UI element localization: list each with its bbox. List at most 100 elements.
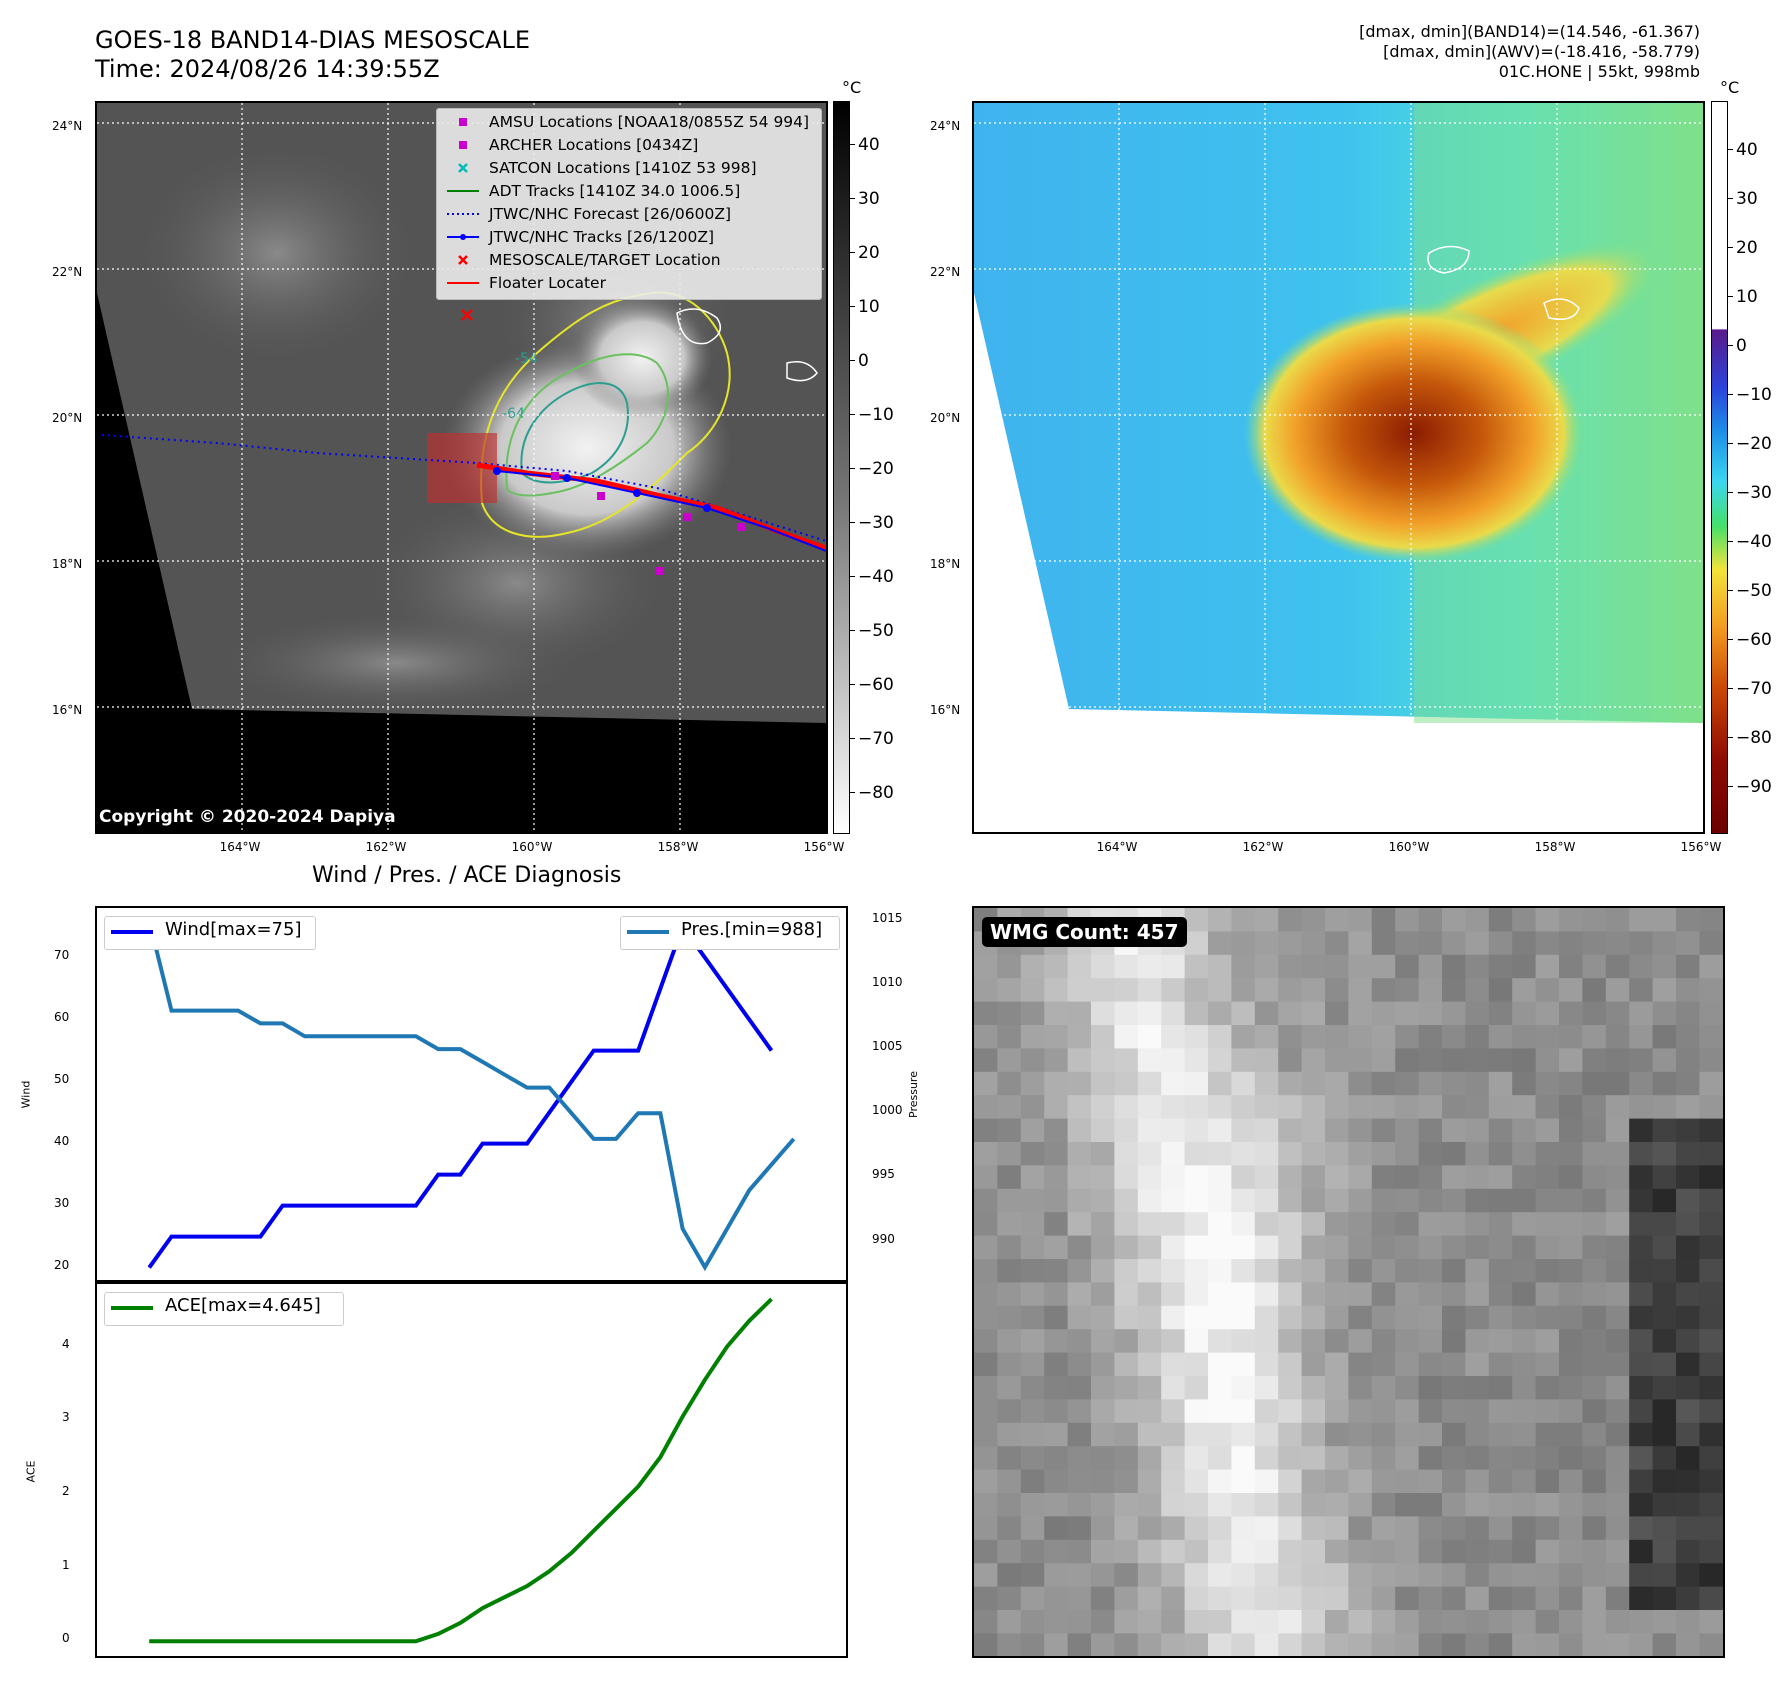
contour-label-54: -54: [515, 351, 538, 367]
pressure-tick-label: 990: [872, 1231, 895, 1246]
ir-colorbar-tick: 20: [850, 243, 880, 263]
title-line-2: Time: 2024/08/26 14:39:55Z: [95, 55, 440, 83]
pressure-axis-title: Pressure: [906, 1071, 920, 1118]
wind-pressure-chart: [95, 906, 848, 1282]
pressure-tick-label: 1005: [872, 1039, 903, 1054]
ir-colorbar-tick: 40: [850, 135, 880, 155]
awv-lat-label: 22°N: [930, 265, 961, 279]
awv-colorbar: [1711, 101, 1728, 834]
ir-lat-label: 16°N: [52, 703, 83, 717]
wind-series-line: [147, 922, 774, 1269]
awv-colorbar-unit: °C: [1720, 78, 1740, 97]
wind-legend: Wind[max=75]: [104, 916, 316, 950]
pressure-legend: Pres.[min=988]: [620, 916, 840, 950]
ace-legend-label: ACE[max=4.645]: [165, 1295, 321, 1316]
ir-lon-label: 158°W: [657, 840, 699, 854]
awv-lon-label: 156°W: [1680, 840, 1722, 854]
awv-lat-label: 16°N: [930, 703, 961, 717]
awv-lat-label: 18°N: [930, 557, 961, 571]
ace-legend-line: [111, 1306, 153, 1310]
awv-colorbar-tick: −10: [1728, 385, 1772, 405]
title-line-1: GOES-18 BAND14-DIAS MESOSCALE: [95, 26, 531, 54]
contour-label-64: -64: [502, 406, 525, 422]
diagnosis-title: Wind / Pres. / ACE Diagnosis: [312, 863, 622, 888]
pressure-series-line: [147, 920, 796, 1272]
ir-lon-label: 160°W: [511, 840, 553, 854]
awv-colorbar-tick: −30: [1728, 483, 1772, 503]
ir-colorbar-tick: 10: [850, 297, 880, 317]
awv-colorbar-tick: −60: [1728, 630, 1772, 650]
wind-axis-title: Wind: [19, 1080, 33, 1109]
stat-line-2: [dmax, dmin](AWV)=(-18.416, -58.779): [1383, 42, 1700, 61]
awv-lat-label: 24°N: [930, 119, 961, 133]
ir-colorbar-tick: −80: [850, 783, 894, 803]
ace-tick-label: 0: [62, 1631, 70, 1646]
ir-lon-label: 164°W: [219, 840, 261, 854]
ir-colorbar-tick: −60: [850, 675, 894, 695]
ir-colorbar-tick: −10: [850, 405, 894, 425]
wind-tick-label: 60: [54, 1009, 70, 1024]
awv-colorbar-tick: −70: [1728, 679, 1772, 699]
wind-legend-label: Wind[max=75]: [165, 919, 302, 940]
ace-legend: ACE[max=4.645]: [104, 1292, 344, 1326]
pressure-tick-label: 995: [872, 1167, 895, 1182]
awv-colorbar-tick: 10: [1728, 287, 1758, 307]
ace-tick-label: 2: [62, 1483, 70, 1498]
ir-colorbar-tick: 0: [850, 351, 869, 371]
awv-colorbar-tick: −80: [1728, 728, 1772, 748]
awv-lat-label: 20°N: [930, 411, 961, 425]
awv-colorbar-tick: −50: [1728, 581, 1772, 601]
wind-tick-label: 70: [54, 947, 70, 962]
awv-lon-label: 160°W: [1388, 840, 1430, 854]
awv-lon-label: 162°W: [1242, 840, 1284, 854]
ace-axis-title: ACE: [24, 1460, 38, 1483]
pressure-tick-label: 1010: [872, 974, 903, 989]
wind-legend-line: [111, 930, 153, 934]
awv-lon-label: 158°W: [1534, 840, 1576, 854]
awv-colorbar-tick: 20: [1728, 238, 1758, 258]
figure-title: GOES-18 BAND14-DIAS MESOSCALE Time: 2024…: [95, 26, 530, 84]
awv-colorbar-tick: 0: [1728, 336, 1747, 356]
awv-colorbar-tick: −40: [1728, 532, 1772, 552]
ace-tick-label: 1: [62, 1557, 70, 1572]
ir-lon-label: 162°W: [365, 840, 407, 854]
ace-chart: [95, 1282, 848, 1658]
ir-lat-label: 22°N: [52, 265, 83, 279]
awv-colorbar-tick: −90: [1728, 777, 1772, 797]
awv-lon-label: 164°W: [1096, 840, 1138, 854]
ace-tick-label: 4: [62, 1336, 70, 1351]
awv-satellite-map: [972, 101, 1705, 834]
ir-colorbar-tick: −50: [850, 621, 894, 641]
wind-tick-label: 50: [54, 1071, 70, 1086]
ir-colorbar-tick: −40: [850, 567, 894, 587]
wmg-pixel-grid: [974, 908, 1723, 1656]
ir-colorbar-unit: °C: [842, 78, 862, 97]
wind-tick-label: 20: [54, 1257, 70, 1272]
stats-block: [dmax, dmin](BAND14)=(14.546, -61.367) […: [1359, 22, 1700, 82]
ace-series-line: [149, 1297, 773, 1644]
wmg-grid-image: [972, 906, 1725, 1658]
pressure-legend-label: Pres.[min=988]: [681, 919, 823, 940]
awv-colorbar-tick: 30: [1728, 189, 1758, 209]
wind-tick-label: 30: [54, 1195, 70, 1210]
awv-colorbar-tick: 40: [1728, 140, 1758, 160]
ir-lon-label: 156°W: [803, 840, 845, 854]
pressure-legend-line: [627, 930, 669, 934]
stat-line-1: [dmax, dmin](BAND14)=(14.546, -61.367): [1359, 22, 1700, 41]
ace-tick-label: 3: [62, 1410, 70, 1425]
ir-colorbar-tick: −30: [850, 513, 894, 533]
ir-colorbar-tick: −20: [850, 459, 894, 479]
ir-lat-label: 24°N: [52, 119, 83, 133]
copyright-text: Copyright © 2020-2024 Dapiya: [99, 807, 396, 827]
ir-colorbar: [833, 101, 850, 834]
ir-colorbar-tick: −70: [850, 729, 894, 749]
wind-tick-label: 40: [54, 1133, 70, 1148]
ir-lat-label: 18°N: [52, 557, 83, 571]
stat-line-3: 01C.HONE | 55kt, 998mb: [1498, 62, 1700, 81]
pressure-tick-label: 1015: [872, 910, 903, 925]
ir-lat-label: 20°N: [52, 411, 83, 425]
wmg-count-badge: WMG Count: 457: [982, 917, 1187, 947]
pressure-tick-label: 1000: [872, 1103, 903, 1118]
ir-colorbar-tick: 30: [850, 189, 880, 209]
awv-colorbar-tick: −20: [1728, 434, 1772, 454]
